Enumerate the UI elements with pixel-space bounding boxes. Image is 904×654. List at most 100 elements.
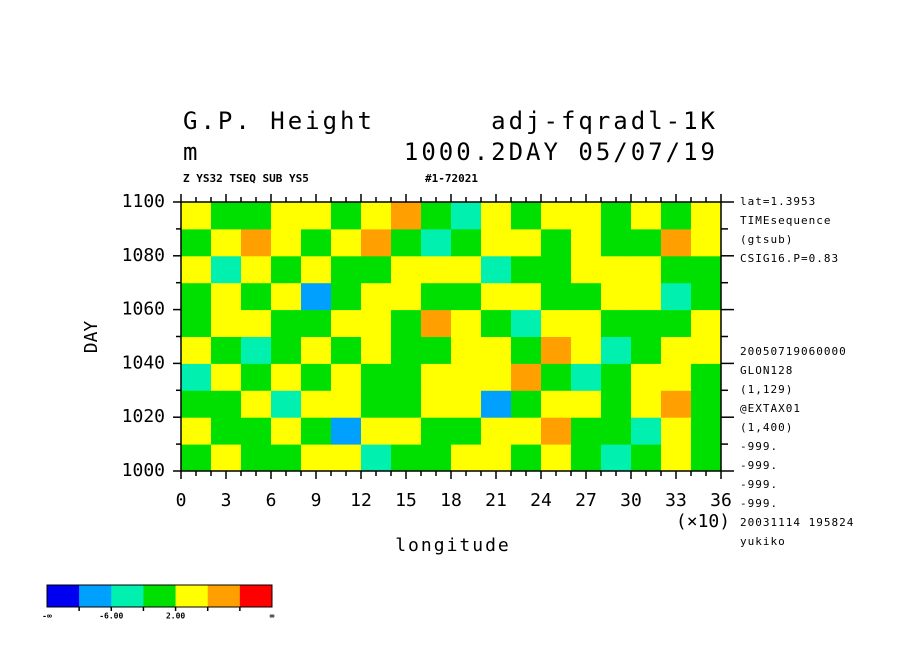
note: -999. bbox=[740, 497, 778, 510]
cell bbox=[661, 444, 692, 472]
cell bbox=[541, 444, 572, 472]
cell bbox=[331, 390, 362, 418]
caption: Z YS32 TSEQ SUB YS5 bbox=[183, 172, 309, 185]
cell bbox=[241, 309, 272, 337]
cell bbox=[241, 336, 272, 364]
cell bbox=[631, 417, 662, 445]
cell bbox=[331, 309, 362, 337]
cell bbox=[181, 228, 212, 257]
cell bbox=[691, 282, 722, 311]
cell bbox=[241, 363, 272, 391]
note: yukiko bbox=[740, 535, 786, 548]
cell bbox=[601, 255, 632, 284]
cell bbox=[331, 255, 362, 284]
cell bbox=[331, 336, 362, 364]
cell bbox=[271, 282, 302, 311]
note: TIMEsequence bbox=[740, 214, 831, 227]
cell bbox=[421, 417, 452, 445]
cell bbox=[331, 444, 362, 472]
x-tick-label: 33 bbox=[665, 490, 687, 511]
cell bbox=[661, 228, 692, 257]
cell bbox=[691, 336, 722, 364]
cell bbox=[451, 255, 482, 284]
cell bbox=[691, 255, 722, 284]
x-tick-label: 18 bbox=[440, 490, 462, 511]
x-tick-label: 3 bbox=[221, 490, 232, 511]
cell bbox=[211, 390, 242, 418]
cell bbox=[451, 228, 482, 257]
cell bbox=[271, 255, 302, 284]
colorbar-swatch bbox=[47, 585, 80, 607]
cell bbox=[631, 444, 662, 472]
cell bbox=[631, 336, 662, 364]
x-tick-label: 24 bbox=[530, 490, 552, 511]
cell bbox=[301, 363, 332, 391]
cell bbox=[511, 228, 542, 257]
cell bbox=[691, 202, 722, 230]
cell bbox=[241, 202, 272, 230]
cell bbox=[301, 202, 332, 230]
cell bbox=[271, 309, 302, 337]
colorbar-label: ∞ bbox=[270, 612, 275, 621]
cell bbox=[631, 282, 662, 311]
y-tick-label: 1000 bbox=[122, 460, 165, 481]
note: CSIG16.P=0.83 bbox=[740, 252, 839, 265]
y-tick-label: 1080 bbox=[122, 245, 165, 266]
cell bbox=[541, 255, 572, 284]
cell bbox=[391, 255, 422, 284]
cell bbox=[661, 390, 692, 418]
cell bbox=[301, 228, 332, 257]
cell bbox=[571, 202, 602, 230]
cell bbox=[571, 255, 602, 284]
cell bbox=[601, 202, 632, 230]
cell bbox=[631, 255, 662, 284]
cell bbox=[391, 363, 422, 391]
cell bbox=[571, 390, 602, 418]
colorbar-swatch bbox=[207, 585, 241, 607]
cell bbox=[421, 309, 452, 337]
colorbar-frame bbox=[46, 584, 273, 608]
x-label: longitude bbox=[395, 535, 511, 556]
cell bbox=[511, 444, 542, 472]
cell bbox=[661, 417, 692, 445]
cell bbox=[241, 444, 272, 472]
cell bbox=[691, 417, 722, 445]
cell bbox=[361, 282, 392, 311]
cell bbox=[451, 444, 482, 472]
cell bbox=[181, 444, 212, 472]
cell bbox=[331, 417, 362, 445]
cell bbox=[361, 390, 392, 418]
cell bbox=[481, 336, 512, 364]
cell bbox=[421, 444, 452, 472]
cell bbox=[391, 309, 422, 337]
cell bbox=[181, 363, 212, 391]
cell bbox=[541, 390, 572, 418]
cell bbox=[211, 363, 242, 391]
cell bbox=[211, 255, 242, 284]
x-tick-label: 30 bbox=[620, 490, 642, 511]
cell bbox=[451, 282, 482, 311]
note: -999. bbox=[740, 459, 778, 472]
cell bbox=[331, 228, 362, 257]
cell bbox=[511, 282, 542, 311]
cell bbox=[361, 363, 392, 391]
x-tick-label: 27 bbox=[575, 490, 597, 511]
x-tick-label: 21 bbox=[485, 490, 507, 511]
cell bbox=[571, 336, 602, 364]
cell bbox=[211, 444, 242, 472]
cell bbox=[451, 417, 482, 445]
cell bbox=[481, 363, 512, 391]
cell bbox=[241, 228, 272, 257]
cell bbox=[511, 309, 542, 337]
cell bbox=[271, 228, 302, 257]
cell bbox=[271, 444, 302, 472]
x-tick-label: 12 bbox=[350, 490, 372, 511]
cell bbox=[661, 363, 692, 391]
colorbar-swatch bbox=[175, 585, 209, 607]
note: 20050719060000 bbox=[740, 345, 847, 358]
cell bbox=[181, 390, 212, 418]
cell bbox=[631, 363, 662, 391]
cell bbox=[271, 390, 302, 418]
cell bbox=[481, 282, 512, 311]
cell bbox=[511, 390, 542, 418]
